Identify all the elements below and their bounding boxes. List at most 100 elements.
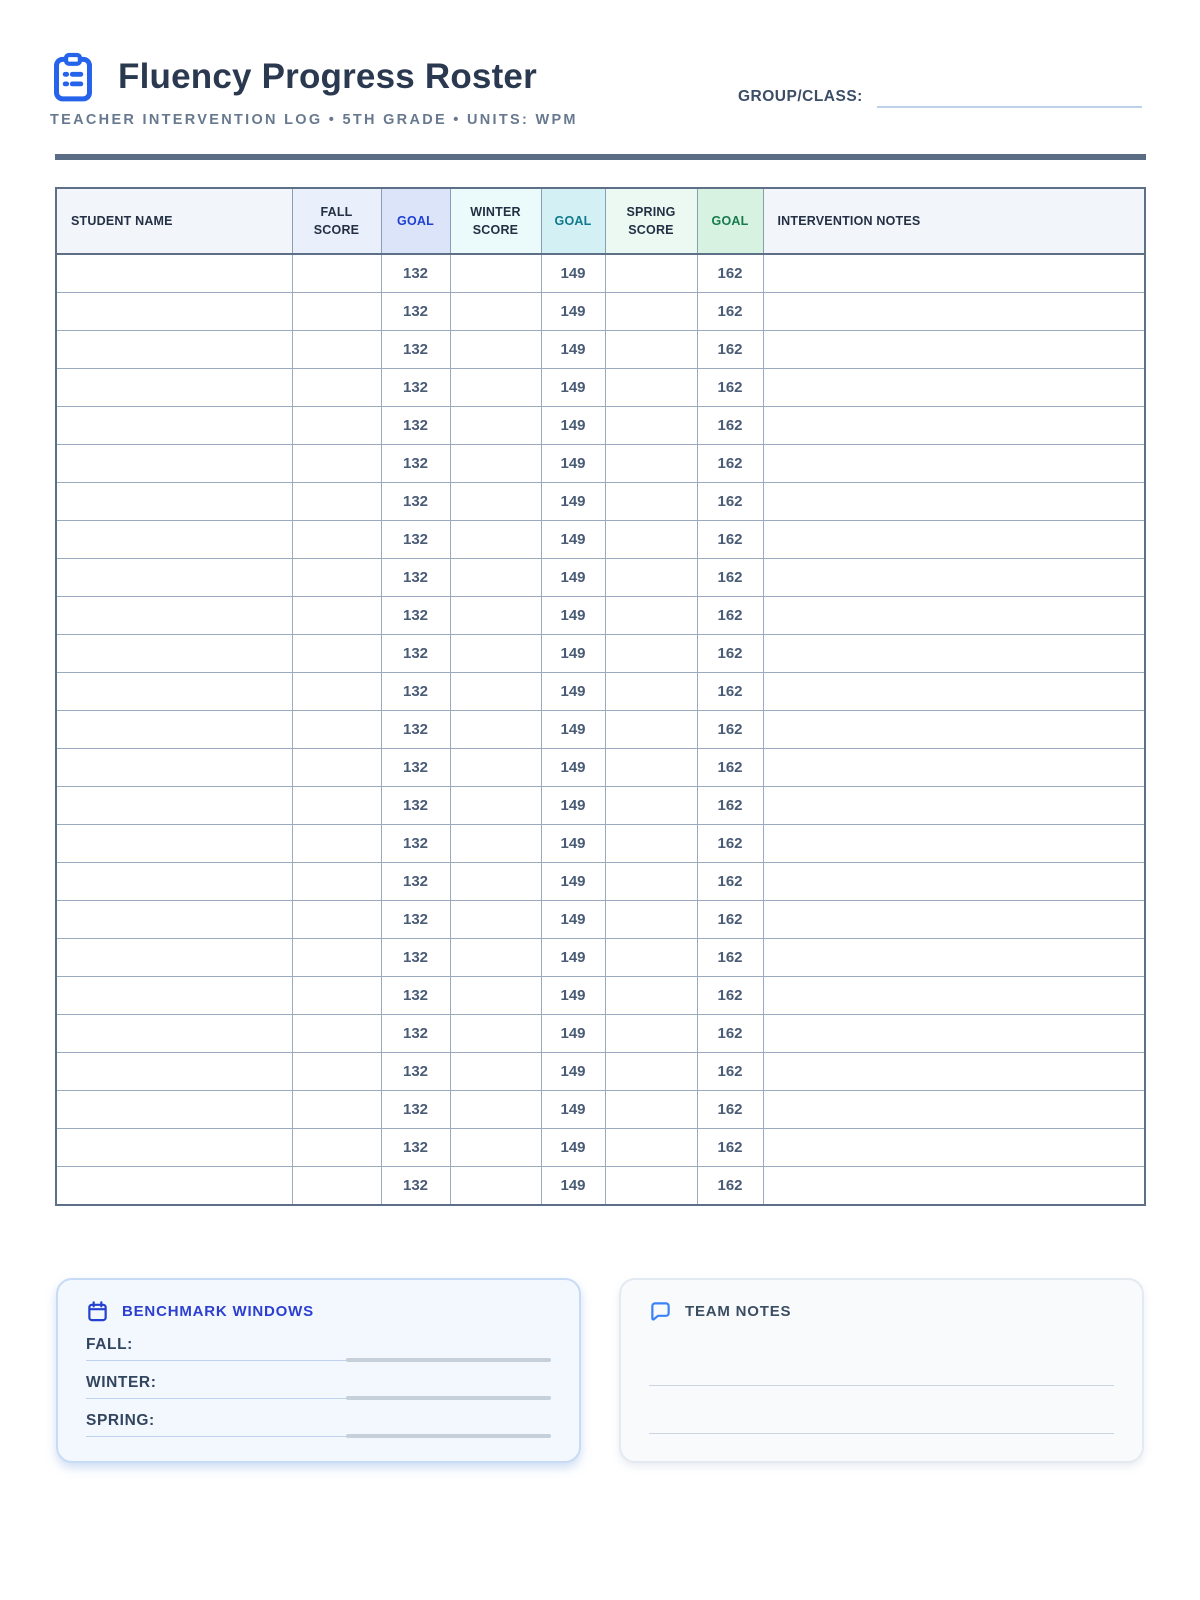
fall-goal-cell: 132 <box>380 596 451 635</box>
fall-goal-cell: 132 <box>380 558 451 597</box>
intervention-notes-cell <box>762 482 1146 521</box>
fall-score-cell <box>291 1052 382 1091</box>
winter-goal-cell: 149 <box>540 368 606 407</box>
student-name-cell <box>55 862 293 901</box>
team-notes-panel-header: TEAM NOTES <box>649 1300 1114 1323</box>
roster-table-head: STUDENT NAME FALL SCORE GOAL WINTER SCORE GO… <box>55 187 1146 255</box>
winter-score-cell <box>449 672 542 711</box>
student-name-cell <box>55 824 293 863</box>
student-name-cell <box>55 330 293 369</box>
winter-score-cell <box>449 1090 542 1129</box>
intervention-notes-cell <box>762 253 1146 293</box>
fall-goal-cell: 132 <box>380 406 451 445</box>
winter-goal-cell: 149 <box>540 1166 606 1206</box>
fall-goal-cell: 132 <box>380 482 451 521</box>
spring-score-cell <box>604 330 698 369</box>
calendar-icon <box>88 1301 107 1322</box>
column-header-winter-score: WINTER SCORE <box>449 187 542 255</box>
winter-score-cell <box>449 558 542 597</box>
winter-score-cell <box>449 292 542 331</box>
winter-goal-cell: 149 <box>540 672 606 711</box>
winter-goal-cell: 149 <box>540 862 606 901</box>
page-subtitle: TEACHER INTERVENTION LOG • 5TH GRADE • U… <box>50 112 578 128</box>
spring-score-cell <box>604 862 698 901</box>
column-header-spring-score: SPRING SCORE <box>604 187 698 255</box>
bottom-panels: BENCHMARK WINDOWS FALL: WINTER: SPRING: TE… <box>0 1278 1200 1463</box>
winter-goal-cell: 149 <box>540 748 606 787</box>
spring-score-cell <box>604 748 698 787</box>
winter-score-cell <box>449 634 542 673</box>
intervention-notes-cell <box>762 634 1146 673</box>
spring-goal-cell: 162 <box>696 938 764 977</box>
spring-score-cell <box>604 634 698 673</box>
winter-score-cell <box>449 253 542 293</box>
fall-goal-cell: 132 <box>380 710 451 749</box>
header-divider-rule <box>55 154 1146 160</box>
fall-score-cell <box>291 1166 382 1206</box>
spring-score-cell <box>604 1090 698 1129</box>
column-header-spring-goal: GOAL <box>696 187 764 255</box>
winter-goal-cell: 149 <box>540 1052 606 1091</box>
spring-goal-cell: 162 <box>696 520 764 559</box>
spring-score-cell <box>604 786 698 825</box>
intervention-notes-cell <box>762 330 1146 369</box>
header-row: STUDENT NAME FALL SCORE GOAL WINTER SCORE GO… <box>55 187 1146 255</box>
spring-goal-cell: 162 <box>696 1128 764 1167</box>
student-name-cell <box>55 406 293 445</box>
winter-goal-cell: 149 <box>540 710 606 749</box>
intervention-notes-cell <box>762 1014 1146 1053</box>
fall-score-cell <box>291 748 382 787</box>
winter-score-cell <box>449 748 542 787</box>
spring-score-cell <box>604 938 698 977</box>
spring-goal-cell: 162 <box>696 824 764 863</box>
group-class-label: GROUP/CLASS: <box>738 88 863 105</box>
student-name-cell <box>55 634 293 673</box>
winter-score-cell <box>449 330 542 369</box>
spring-score-cell <box>604 596 698 635</box>
intervention-notes-cell <box>762 1052 1146 1091</box>
spring-score-cell <box>604 1128 698 1167</box>
spring-goal-cell: 162 <box>696 1166 764 1206</box>
intervention-notes-cell <box>762 558 1146 597</box>
table-row: 132 149 162 <box>55 558 1146 597</box>
column-header-winter-goal: GOAL <box>540 187 606 255</box>
intervention-notes-cell <box>762 710 1146 749</box>
fall-goal-cell: 132 <box>380 444 451 483</box>
winter-goal-cell: 149 <box>540 938 606 977</box>
intervention-notes-cell <box>762 824 1146 863</box>
intervention-notes-cell <box>762 672 1146 711</box>
team-notes-panel: TEAM NOTES <box>619 1278 1144 1463</box>
column-header-fall-score: FALL SCORE <box>291 187 382 255</box>
intervention-notes-cell <box>762 786 1146 825</box>
spring-score-cell <box>604 710 698 749</box>
fall-score-cell <box>291 710 382 749</box>
benchmark-row-blank-line <box>346 1358 551 1362</box>
table-row: 132 149 162 <box>55 748 1146 787</box>
student-name-cell <box>55 1090 293 1129</box>
table-row: 132 149 162 <box>55 786 1146 825</box>
benchmark-row: SPRING: <box>86 1412 551 1438</box>
winter-score-cell <box>449 406 542 445</box>
fall-score-cell <box>291 520 382 559</box>
fall-goal-cell: 132 <box>380 1128 451 1167</box>
clipboard-icon <box>54 52 92 102</box>
winter-score-cell <box>449 862 542 901</box>
fall-score-cell <box>291 253 382 293</box>
winter-goal-cell: 149 <box>540 444 606 483</box>
fall-goal-cell: 132 <box>380 900 451 939</box>
intervention-notes-cell <box>762 406 1146 445</box>
intervention-notes-cell <box>762 596 1146 635</box>
fall-goal-cell: 132 <box>380 1052 451 1091</box>
benchmark-row-label: WINTER: <box>86 1374 157 1391</box>
table-row: 132 149 162 <box>55 368 1146 407</box>
winter-score-cell <box>449 444 542 483</box>
student-name-cell <box>55 1128 293 1167</box>
spring-goal-cell: 162 <box>696 634 764 673</box>
table-row: 132 149 162 <box>55 444 1146 483</box>
student-name-cell <box>55 900 293 939</box>
student-name-cell <box>55 292 293 331</box>
table-row: 132 149 162 <box>55 330 1146 369</box>
fall-goal-cell: 132 <box>380 634 451 673</box>
student-name-cell <box>55 710 293 749</box>
